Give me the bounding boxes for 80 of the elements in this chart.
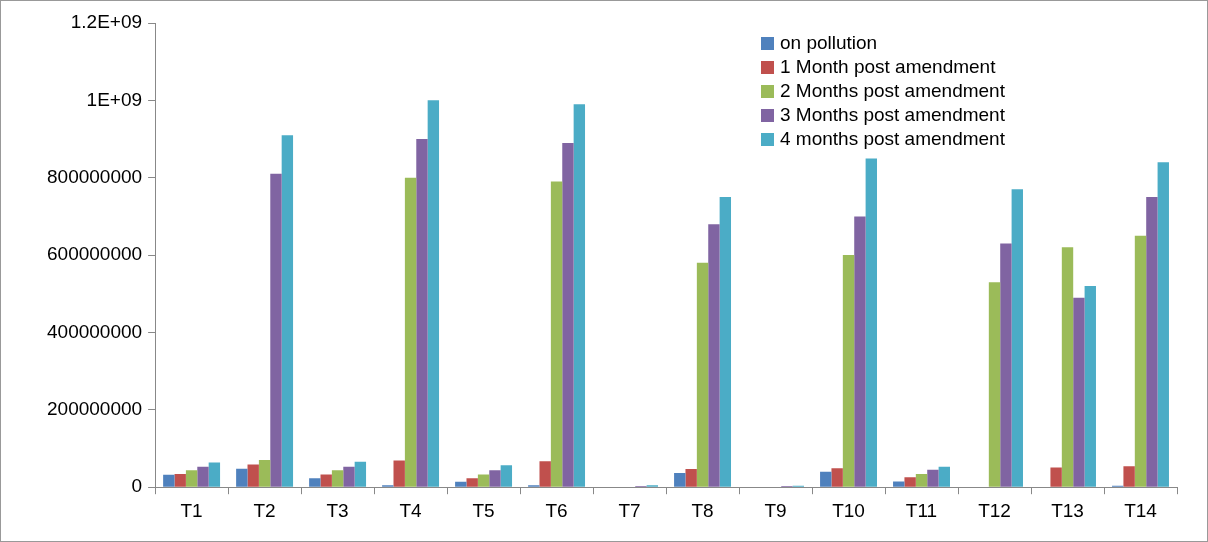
bar [331, 470, 344, 487]
legend-label: 3 Months post amendment [780, 103, 1005, 127]
x-tick-label: T9 [764, 499, 787, 521]
bar [719, 197, 732, 487]
bar [1134, 235, 1147, 487]
bar [281, 135, 294, 487]
legend-label: on pollution [780, 31, 878, 55]
bar [197, 466, 209, 487]
y-tick-label: 200000000 [46, 398, 143, 420]
bar [1061, 247, 1074, 487]
bar [708, 224, 720, 487]
bar [915, 474, 928, 487]
bar [309, 478, 321, 487]
bar [489, 470, 501, 487]
bar [865, 158, 877, 487]
y-tick-label: 400000000 [46, 320, 143, 342]
bar [466, 478, 478, 487]
bar [573, 104, 586, 487]
x-tick-label: T7 [618, 499, 641, 521]
bar [1146, 197, 1158, 487]
bar [208, 462, 221, 487]
bar [163, 474, 175, 487]
bar [427, 100, 440, 487]
bar [1123, 466, 1135, 487]
bar [270, 173, 282, 487]
bar [938, 466, 950, 487]
bar [842, 255, 855, 487]
bar [562, 142, 574, 487]
bar [320, 474, 332, 487]
legend-label: 1 Month post amendment [780, 55, 996, 79]
y-tick-label: 1.2E+09 [70, 11, 143, 33]
x-tick-label: T4 [399, 499, 423, 521]
legend-label: 2 Months post amendment [780, 79, 1005, 103]
bar [354, 461, 367, 487]
x-tick-label: T2 [253, 499, 276, 521]
x-tick-label: T10 [832, 499, 865, 521]
bar [831, 468, 843, 487]
bar [893, 481, 905, 487]
bar [343, 466, 355, 487]
bar [185, 470, 198, 487]
legend-label: 4 months post amendment [780, 127, 1005, 151]
y-tick-label: 1E+09 [86, 88, 143, 110]
y-tick-label: 600000000 [46, 243, 143, 265]
bar [455, 481, 467, 487]
bar [500, 465, 513, 487]
bar [404, 177, 417, 487]
bar [927, 469, 939, 487]
bar [854, 216, 866, 487]
bar [1157, 162, 1169, 487]
x-tick-label: T1 [180, 499, 203, 521]
x-tick-label: T3 [326, 499, 349, 521]
x-tick-label: T14 [1124, 499, 1158, 521]
bar [1000, 243, 1012, 487]
bar [685, 469, 697, 487]
bar [674, 472, 686, 487]
x-tick-label: T6 [545, 499, 568, 521]
bar [477, 474, 490, 487]
x-tick-label: T5 [472, 499, 495, 521]
bar [393, 460, 405, 487]
bar [1050, 467, 1062, 487]
bar [1073, 297, 1085, 487]
bar [1011, 189, 1023, 487]
bar [550, 181, 563, 487]
x-tick-label: T12 [978, 499, 1011, 521]
y-tick-label: 800000000 [46, 165, 143, 187]
bar [416, 139, 428, 487]
bar [988, 282, 1001, 487]
bar [258, 460, 271, 487]
bar [904, 477, 916, 487]
bar [820, 471, 832, 487]
bar [1084, 286, 1096, 487]
y-tick-label: 0 [131, 475, 143, 497]
bar [696, 262, 709, 487]
bar [539, 461, 551, 487]
bar [174, 474, 186, 487]
x-tick-label: T13 [1051, 499, 1084, 521]
x-tick-label: T8 [691, 499, 714, 521]
bar [247, 464, 259, 487]
bar [236, 468, 248, 487]
x-tick-label: T11 [905, 499, 938, 521]
